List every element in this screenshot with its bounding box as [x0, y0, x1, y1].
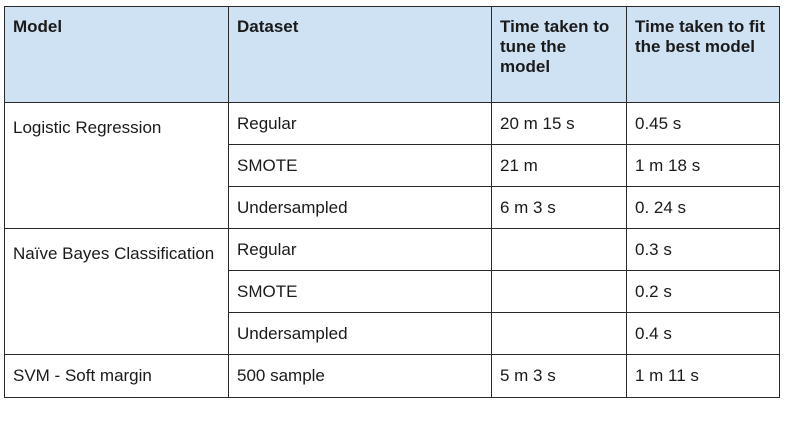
- dataset-cell: SMOTE: [228, 144, 492, 187]
- header-row: Model Dataset Time taken to tune the mod…: [4, 6, 780, 103]
- tune-time-cell: [491, 228, 627, 271]
- timing-table-container: Model Dataset Time taken to tune the mod…: [4, 6, 780, 398]
- header-dataset: Dataset: [228, 6, 492, 103]
- fit-time-cell: 0.3 s: [626, 228, 780, 271]
- dataset-cell: Undersampled: [228, 186, 492, 229]
- tune-time-cell: 21 m: [491, 144, 627, 187]
- dataset-cell: 500 sample: [228, 354, 492, 398]
- fit-time-cell: 1 m 11 s: [626, 354, 780, 398]
- tune-time-cell: 6 m 3 s: [491, 186, 627, 229]
- fit-time-cell: 0. 24 s: [626, 186, 780, 229]
- dataset-cell: Undersampled: [228, 312, 492, 355]
- dataset-cell: Regular: [228, 228, 492, 271]
- table-row: Undersampled 6 m 3 s 0. 24 s: [5, 186, 780, 229]
- model-timing-table: Model Dataset Time taken to tune the mod…: [4, 6, 780, 398]
- tune-time-cell: 5 m 3 s: [491, 354, 627, 398]
- dataset-cell: Regular: [228, 102, 492, 145]
- dataset-cell: SMOTE: [228, 270, 492, 313]
- tune-time-cell: 20 m 15 s: [491, 102, 627, 145]
- fit-time-cell: 1 m 18 s: [626, 144, 780, 187]
- table-row: Logistic Regression Regular 20 m 15 s 0.…: [4, 102, 780, 229]
- table-row: Naïve Bayes Classification Regular 0.3 s: [4, 228, 780, 355]
- fit-time-cell: 0.4 s: [626, 312, 780, 355]
- table-row: SVM - Soft margin 500 sample 5 m 3 s 1 m…: [4, 354, 780, 398]
- fit-time-cell: 0.2 s: [626, 270, 780, 313]
- model-name-cell: Naïve Bayes Classification: [4, 228, 229, 355]
- table-row: Undersampled 0.4 s: [5, 312, 780, 355]
- header-tune-time: Time taken to tune the model: [491, 6, 627, 103]
- tune-time-cell: [491, 270, 627, 313]
- model-name-cell: SVM - Soft margin: [4, 354, 229, 398]
- fit-time-cell: 0.45 s: [626, 102, 780, 145]
- table-row: SMOTE 21 m 1 m 18 s: [5, 144, 780, 187]
- tune-time-cell: [491, 312, 627, 355]
- table-row: SMOTE 0.2 s: [5, 270, 780, 313]
- header-model: Model: [4, 6, 229, 103]
- header-fit-time: Time taken to fit the best model: [626, 6, 780, 103]
- model-name-cell: Logistic Regression: [4, 102, 229, 229]
